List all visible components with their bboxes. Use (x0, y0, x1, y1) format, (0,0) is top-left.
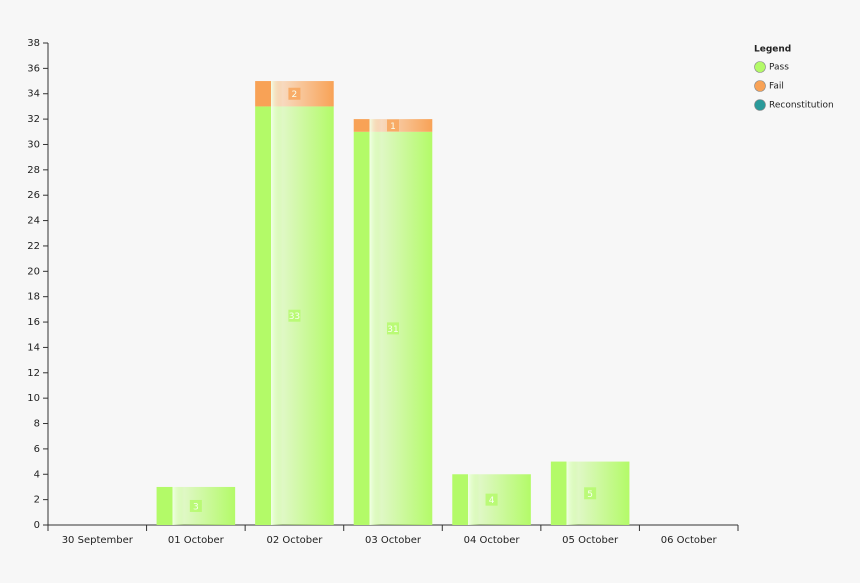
legend-label: Pass (769, 63, 789, 73)
y-tick-label: 34 (27, 89, 40, 100)
y-tick-label: 32 (27, 114, 40, 125)
legend-title: Legend (754, 45, 791, 55)
legend-label: Fail (769, 82, 784, 92)
data-label-box (584, 487, 597, 500)
legend-marker (754, 61, 766, 73)
data-label: 33 (289, 312, 300, 322)
y-tick-label: 4 (34, 469, 40, 480)
y-tick-label: 24 (27, 216, 40, 227)
legend-label: Reconstitution (769, 101, 834, 111)
y-tick-label: 20 (27, 266, 40, 277)
data-label-box (288, 87, 301, 100)
data-label: 4 (489, 496, 495, 506)
data-label: 5 (587, 490, 593, 500)
x-tick-label: 02 October (266, 535, 323, 546)
y-tick-label: 12 (27, 368, 40, 379)
x-tick-label: 03 October (365, 535, 422, 546)
y-tick-label: 2 (34, 495, 40, 506)
y-tick-label: 8 (34, 419, 40, 430)
y-tick-label: 22 (27, 241, 40, 252)
y-tick-label: 10 (27, 393, 40, 404)
data-label-box (288, 309, 301, 322)
data-label-box (387, 119, 399, 132)
data-label-box (485, 493, 498, 506)
y-tick-label: 0 (34, 520, 40, 531)
y-tick-label: 30 (27, 139, 40, 150)
legend-marker (754, 80, 766, 92)
y-tick-label: 18 (27, 292, 40, 303)
y-tick-label: 36 (27, 63, 40, 74)
y-tick-label: 38 (27, 38, 40, 49)
x-tick-label: 01 October (168, 535, 225, 546)
data-label: 2 (292, 90, 298, 100)
x-tick-label: 04 October (464, 535, 521, 546)
x-tick-label: 06 October (661, 535, 718, 546)
y-tick-label: 16 (27, 317, 40, 328)
y-tick-label: 14 (27, 342, 40, 353)
y-tick-label: 28 (27, 165, 40, 176)
data-label: 1 (390, 122, 396, 132)
data-label: 3 (193, 502, 199, 512)
legend-marker (754, 99, 766, 111)
x-tick-label: 30 September (62, 535, 134, 546)
data-label: 31 (387, 325, 398, 335)
x-tick-label: 05 October (562, 535, 619, 546)
y-tick-label: 26 (27, 190, 40, 201)
y-tick-label: 6 (34, 444, 40, 455)
data-label-box (387, 322, 399, 335)
data-label-box (189, 499, 202, 512)
